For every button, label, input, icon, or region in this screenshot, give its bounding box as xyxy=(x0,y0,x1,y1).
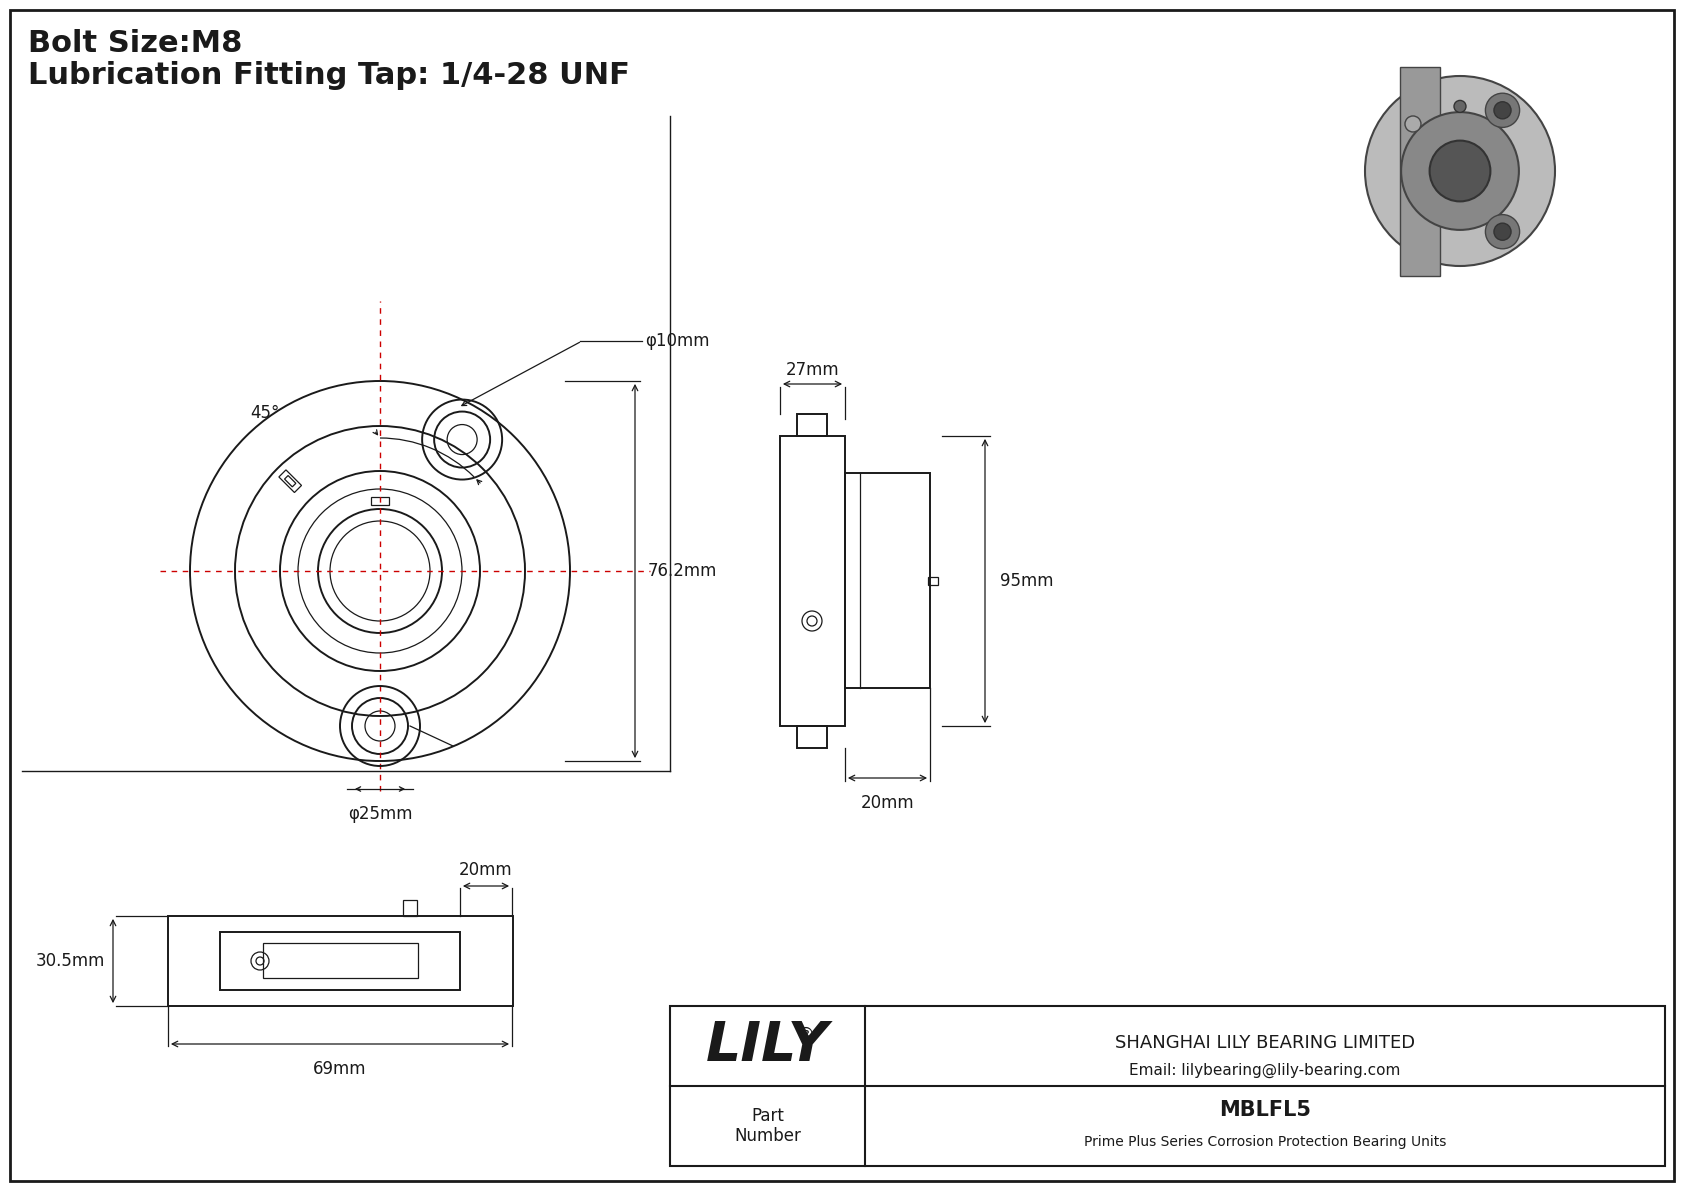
Text: Part
Number: Part Number xyxy=(734,1106,802,1146)
Text: 20mm: 20mm xyxy=(460,861,514,879)
Bar xyxy=(221,933,460,990)
Text: LILY: LILY xyxy=(706,1019,829,1073)
Text: MBLFL5: MBLFL5 xyxy=(1219,1100,1312,1120)
Circle shape xyxy=(1404,116,1421,132)
Text: 69mm: 69mm xyxy=(313,1060,367,1078)
Bar xyxy=(168,916,514,1006)
Circle shape xyxy=(1401,112,1519,230)
Text: φ10mm: φ10mm xyxy=(645,332,709,350)
Bar xyxy=(670,1006,1665,1166)
Bar xyxy=(928,576,938,585)
Circle shape xyxy=(1366,76,1554,266)
Text: Email: lilybearing@lily-bearing.com: Email: lilybearing@lily-bearing.com xyxy=(1130,1062,1401,1078)
Text: SHANGHAI LILY BEARING LIMITED: SHANGHAI LILY BEARING LIMITED xyxy=(1115,1034,1415,1052)
Text: φ25mm: φ25mm xyxy=(349,805,413,823)
Circle shape xyxy=(1453,100,1467,112)
Circle shape xyxy=(1485,93,1519,127)
Circle shape xyxy=(1494,101,1511,119)
Text: 27mm: 27mm xyxy=(786,361,839,379)
Text: 20mm: 20mm xyxy=(861,794,914,812)
Text: 30.5mm: 30.5mm xyxy=(35,952,104,969)
Bar xyxy=(845,473,930,688)
Text: 76.2mm: 76.2mm xyxy=(648,562,717,580)
Bar xyxy=(780,436,845,727)
Text: Bolt Size:M8: Bolt Size:M8 xyxy=(29,29,242,58)
Bar xyxy=(370,497,389,505)
Bar xyxy=(797,727,827,748)
Text: ®: ® xyxy=(797,1025,815,1043)
Circle shape xyxy=(1494,223,1511,241)
Text: Prime Plus Series Corrosion Protection Bearing Units: Prime Plus Series Corrosion Protection B… xyxy=(1084,1135,1447,1149)
Text: Lubrication Fitting Tap: 1/4-28 UNF: Lubrication Fitting Tap: 1/4-28 UNF xyxy=(29,61,630,91)
Text: 95mm: 95mm xyxy=(1000,572,1054,590)
Bar xyxy=(263,943,418,978)
Circle shape xyxy=(1430,141,1490,201)
Bar xyxy=(1399,67,1440,275)
Text: 45°: 45° xyxy=(251,405,280,423)
Bar xyxy=(797,414,827,436)
Bar xyxy=(402,900,418,916)
Circle shape xyxy=(1485,214,1519,249)
